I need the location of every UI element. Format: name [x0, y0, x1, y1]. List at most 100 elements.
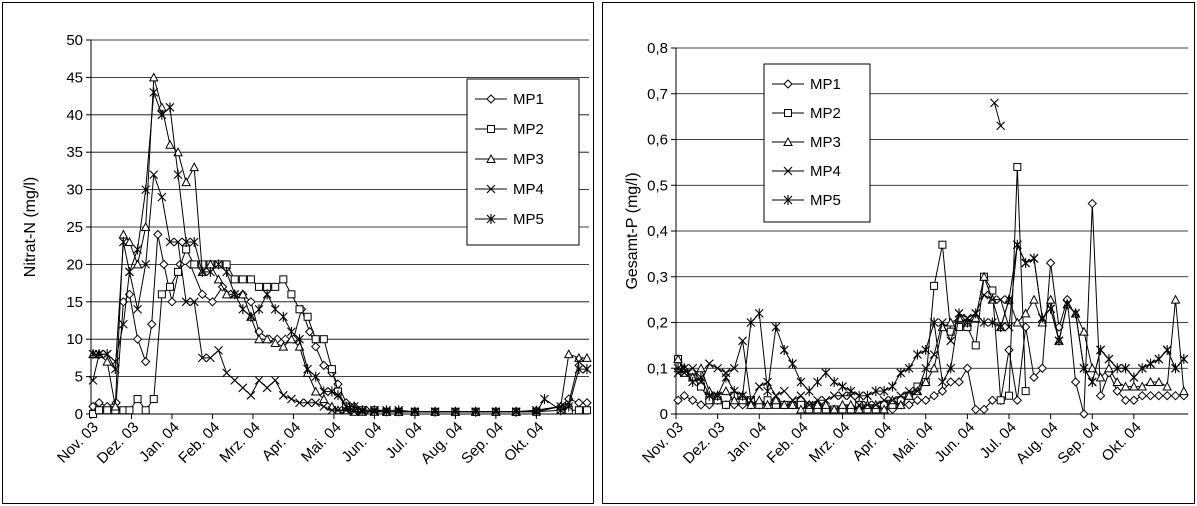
data-point: [813, 395, 822, 405]
data-point: [189, 236, 199, 247]
data-point: [165, 237, 175, 247]
data-point: [696, 372, 706, 383]
data-point: [1087, 198, 1097, 209]
x-tick-label: Okt. 04: [1098, 419, 1144, 465]
data-point: [1112, 386, 1122, 396]
legend-marker: [783, 166, 793, 176]
y-tick-label: 15: [66, 294, 83, 311]
data-point: [996, 121, 1006, 131]
data-point: [140, 356, 151, 367]
data-point: [1171, 363, 1180, 374]
series-mp4-isolated-: [990, 98, 1006, 131]
x-tick-label: Apr. 04: [259, 419, 305, 465]
data-point: [132, 259, 143, 269]
data-point: [173, 147, 183, 157]
data-point: [103, 406, 112, 415]
data-point: [763, 386, 772, 397]
data-point: [879, 386, 889, 397]
data-point: [318, 393, 329, 404]
data-point: [962, 363, 973, 373]
data-point: [173, 169, 183, 180]
data-point: [295, 398, 304, 408]
y-tick-label: 30: [66, 182, 83, 199]
data-point: [754, 382, 764, 391]
data-point: [921, 395, 931, 405]
data-point: [140, 221, 151, 231]
x-tick-label: Jan. 04: [723, 419, 770, 466]
data-point: [904, 363, 914, 374]
data-point: [262, 334, 272, 344]
x-tick-label: Aug. 04: [1013, 419, 1062, 468]
data-point: [1145, 390, 1156, 401]
data-point: [95, 406, 104, 415]
x-tick-label: Mai. 04: [890, 419, 937, 466]
y-axis-label: Nitrat-N (mg/l): [22, 177, 39, 277]
data-point: [279, 275, 288, 284]
data-point: [1037, 363, 1048, 373]
legend-label: MP1: [810, 76, 841, 93]
data-point: [564, 401, 574, 412]
data-point: [895, 399, 906, 409]
data-point: [938, 240, 947, 249]
data-point: [979, 290, 989, 300]
y-tick-label: 0,5: [647, 177, 668, 194]
data-point: [746, 395, 756, 405]
data-point: [1095, 372, 1106, 382]
data-point: [821, 399, 831, 409]
data-point: [222, 368, 232, 378]
data-point: [278, 311, 288, 322]
legend-marker: [783, 195, 793, 205]
data-point: [920, 376, 931, 386]
data-point: [319, 335, 328, 344]
data-point: [1170, 294, 1181, 304]
data-point: [754, 308, 764, 319]
y-axis-label: Gesamt-P (mg/l): [624, 172, 641, 289]
data-point: [563, 349, 574, 359]
data-point: [333, 390, 343, 401]
data-point: [1146, 358, 1155, 369]
data-point: [854, 390, 864, 401]
data-point: [945, 317, 956, 327]
data-point: [1070, 377, 1081, 387]
data-point: [1095, 390, 1106, 401]
data-point: [930, 281, 939, 290]
data-point: [971, 404, 981, 415]
data-point: [327, 365, 336, 374]
data-point: [189, 297, 199, 307]
x-tick-label: Nov. 03: [639, 419, 687, 467]
data-point: [713, 363, 723, 373]
data-point: [863, 390, 872, 401]
data-point: [704, 359, 714, 369]
x-tick-label: Dez. 03: [680, 419, 729, 468]
y-tick-label: 10: [66, 331, 83, 348]
data-point: [1154, 376, 1164, 386]
data-point: [1054, 335, 1064, 346]
data-point: [102, 349, 112, 360]
data-point: [1179, 386, 1189, 396]
data-point: [295, 305, 304, 314]
data-point: [149, 170, 159, 180]
data-point: [937, 386, 948, 396]
data-point: [262, 383, 272, 393]
data-point: [721, 372, 731, 383]
data-point: [141, 184, 151, 195]
data-point: [987, 295, 997, 305]
legend-label: MP4: [810, 163, 841, 180]
data-point: [1029, 372, 1039, 383]
data-point: [729, 395, 740, 405]
y-tick-label: 0: [660, 406, 668, 423]
data-point: [88, 375, 98, 385]
legend-box: [466, 78, 580, 246]
data-point: [165, 102, 175, 113]
data-point: [812, 399, 823, 409]
data-point: [746, 317, 756, 328]
data-point: [237, 289, 248, 299]
data-point: [207, 297, 218, 307]
y-tick-label: 45: [66, 69, 83, 86]
series-line: [678, 242, 1185, 397]
x-tick-label: Jun. 04: [338, 419, 385, 466]
data-point: [1162, 344, 1172, 355]
data-point: [1120, 381, 1131, 391]
data-point: [1112, 376, 1123, 386]
data-point: [771, 391, 781, 401]
